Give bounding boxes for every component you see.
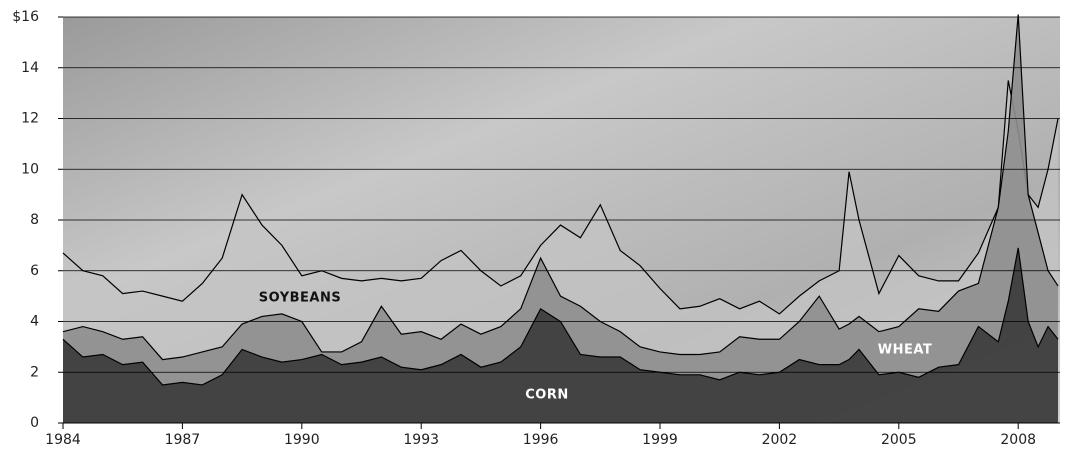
x-tick-label: 1999 bbox=[642, 432, 678, 448]
series-label: CORN bbox=[525, 388, 568, 403]
y-tick-label: 2 bbox=[30, 364, 39, 380]
y-tick-label: 10 bbox=[21, 161, 39, 177]
x-tick-label: 1987 bbox=[165, 432, 201, 448]
x-tick-label: 2008 bbox=[1000, 432, 1036, 448]
y-tick-label: 8 bbox=[30, 212, 39, 228]
y-tick-label: $16 bbox=[12, 9, 39, 25]
x-tick-label: 1984 bbox=[45, 432, 81, 448]
y-tick-label: 14 bbox=[21, 60, 39, 76]
y-tick-label: 4 bbox=[30, 314, 39, 330]
y-tick-label: 0 bbox=[30, 415, 39, 431]
y-tick-label: 12 bbox=[21, 111, 39, 127]
x-tick-label: 2005 bbox=[881, 432, 917, 448]
chart: SOYBEANS WHEAT CORN 0 2 4 6 8 10 12 14 $16 1984 1987 1… bbox=[0, 0, 1076, 470]
y-tick-label: 6 bbox=[30, 263, 39, 279]
x-tick-label: 1996 bbox=[523, 432, 559, 448]
x-tick-label: 2002 bbox=[762, 432, 798, 448]
x-tick-label: 1990 bbox=[284, 432, 320, 448]
x-tick-label: 1993 bbox=[403, 432, 439, 448]
series-label: SOYBEANS bbox=[259, 291, 341, 306]
series-label: WHEAT bbox=[878, 343, 933, 358]
